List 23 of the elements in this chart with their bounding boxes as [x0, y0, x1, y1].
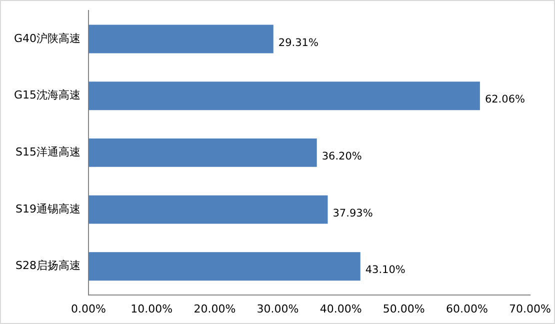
x-tick-label: 70.00%: [509, 302, 552, 316]
y-tick-label: S15洋通高速: [16, 146, 81, 159]
x-tick-label: 10.00%: [130, 302, 173, 316]
x-tick-label: 50.00%: [382, 302, 425, 316]
bar: [88, 138, 317, 167]
y-tick-label: G40沪陕高速: [14, 32, 81, 45]
bar: [88, 252, 360, 281]
bar: [88, 195, 328, 224]
data-label: 36.20%: [322, 150, 362, 162]
x-tick-label: 0.00%: [71, 302, 106, 316]
bar: [88, 82, 480, 110]
x-tick-label: 40.00%: [320, 302, 362, 316]
y-tick-label: S28启扬高速: [16, 259, 81, 272]
data-label: 43.10%: [365, 264, 406, 276]
data-label: 29.31%: [278, 36, 318, 49]
x-tick-label: 30.00%: [256, 302, 299, 316]
y-tick-label: S19通锡高速: [16, 202, 81, 216]
data-label: 37.93%: [332, 207, 373, 220]
bar: [88, 24, 274, 54]
x-tick-label: 20.00%: [194, 302, 236, 316]
x-tick-label: 60.00%: [446, 302, 488, 316]
y-tick-label: G15沈海高速: [14, 88, 81, 102]
data-label: 62.06%: [484, 94, 526, 106]
